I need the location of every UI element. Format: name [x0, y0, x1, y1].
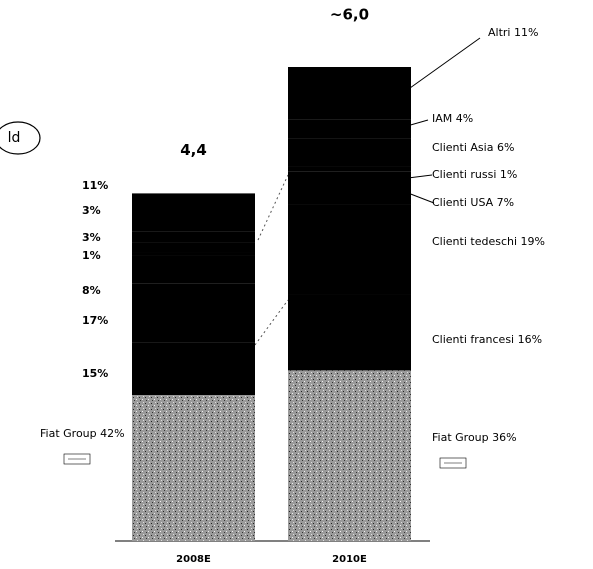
data-label: Fiat Group 42% — [40, 427, 125, 440]
bar-segment — [132, 252, 255, 256]
value-label: 1% — [500, 168, 517, 181]
data-label: Clienti francesi 16% — [432, 333, 542, 346]
data-label: Fiat Group 36% — [432, 431, 517, 444]
leader-line — [409, 37, 481, 89]
x-tick-label: 2010E — [332, 554, 367, 565]
series-name: Clienti Asia — [432, 141, 493, 154]
bar-segment — [288, 204, 411, 295]
total-label: ~6,0 — [330, 6, 369, 24]
bar-segment — [132, 342, 255, 396]
series-name: Clienti russi — [432, 168, 496, 181]
connector — [257, 174, 289, 241]
bar-segment — [132, 395, 255, 541]
data-label: Clienti Asia 6% — [432, 141, 514, 154]
bar-segment — [132, 242, 255, 253]
logo — [439, 457, 467, 469]
value-label: 36% — [492, 431, 516, 444]
data-label: Clienti tedeschi 19% — [432, 235, 545, 248]
data-label: IAM 4% — [432, 112, 473, 125]
series-name: IAM — [432, 112, 452, 125]
value-label: 6% — [497, 141, 514, 154]
logo — [63, 453, 91, 465]
value-label: 19% — [521, 235, 545, 248]
data-label: Clienti russi 1% — [432, 168, 517, 181]
bar-segment — [132, 283, 255, 343]
value-label: 8% — [82, 284, 101, 297]
bar-segment — [288, 67, 411, 120]
series-name: Clienti francesi — [432, 333, 514, 346]
bar-segment — [288, 138, 411, 167]
bar-segment — [132, 255, 255, 284]
value-label: 16% — [518, 333, 542, 346]
data-label: Altri 11% — [488, 26, 538, 39]
value-label: 3% — [82, 204, 101, 217]
series-name: Clienti USA — [432, 196, 494, 209]
series-name: Fiat Group — [40, 427, 97, 440]
value-label: 7% — [497, 196, 514, 209]
bar-segment — [288, 171, 411, 205]
value-label: 3% — [82, 231, 101, 244]
series-name: Clienti tedeschi — [432, 235, 517, 248]
annotation: ld — [8, 130, 21, 146]
value-label: 1% — [82, 249, 101, 262]
total-label: 4,4 — [180, 141, 207, 159]
series-name: Fiat Group — [432, 431, 489, 444]
value-label: 4% — [456, 112, 473, 125]
bar-segment — [288, 166, 411, 172]
value-label: 11% — [514, 26, 538, 39]
value-label: 15% — [82, 367, 108, 380]
bar-segment — [288, 119, 411, 139]
value-label: 42% — [100, 427, 124, 440]
value-label: 17% — [82, 314, 108, 327]
annotation-circle — [0, 121, 41, 155]
series-name: Altri — [488, 26, 510, 39]
connector — [254, 299, 289, 346]
value-label: 11% — [82, 179, 108, 192]
bar-segment — [288, 294, 411, 371]
bar-segment — [132, 193, 255, 232]
x-tick-label: 2008E — [176, 554, 211, 565]
data-label: Clienti USA 7% — [432, 196, 514, 209]
bar-segment — [132, 231, 255, 243]
bar-segment — [288, 370, 411, 541]
